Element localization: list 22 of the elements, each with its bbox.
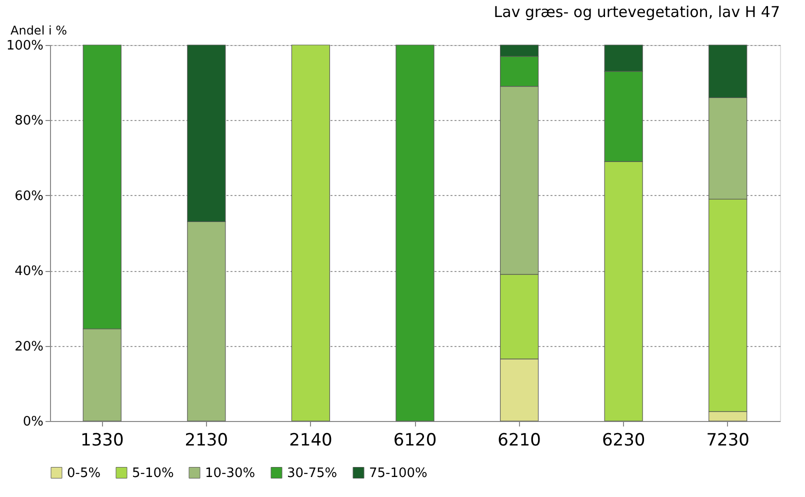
y-tick-label: 100% bbox=[6, 38, 44, 54]
y-tick-label: 80% bbox=[14, 114, 44, 129]
y-tick-label: 20% bbox=[14, 339, 44, 354]
legend-label: 10-30% bbox=[205, 466, 256, 481]
legend-label: 5-10% bbox=[132, 466, 174, 481]
legend-label: 30-75% bbox=[287, 466, 338, 481]
x-tick-label: 2140 bbox=[289, 430, 332, 450]
y-axis-title: Andel i % bbox=[10, 24, 68, 38]
x-tick-label: 7230 bbox=[706, 430, 750, 450]
y-tick-label: 40% bbox=[14, 264, 44, 280]
x-tick-label: 2130 bbox=[184, 430, 228, 450]
chart-title: Lav græs- og urtevegetation, lav H 47 bbox=[494, 3, 780, 21]
x-tick-label: 6230 bbox=[602, 430, 646, 450]
x-tick-label: 6120 bbox=[393, 430, 437, 450]
bar bbox=[291, 44, 330, 422]
y-tick-label: 0% bbox=[22, 414, 44, 430]
x-tick-label: 1330 bbox=[80, 430, 124, 450]
legend-label: 0-5% bbox=[67, 466, 101, 481]
x-tick-label: 6210 bbox=[498, 430, 541, 450]
y-tick-label: 60% bbox=[14, 188, 44, 204]
bar bbox=[396, 44, 434, 422]
legend-label: 75-100% bbox=[369, 466, 428, 481]
